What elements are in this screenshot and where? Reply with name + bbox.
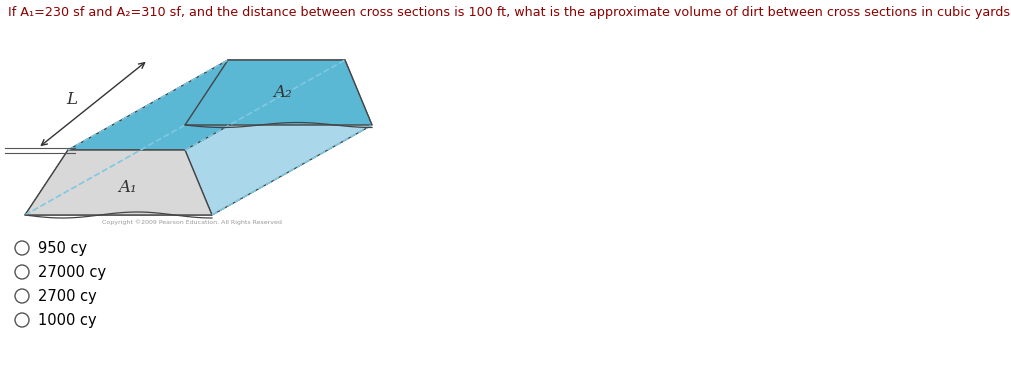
Text: 950 cy: 950 cy [38, 241, 87, 256]
Polygon shape [185, 60, 372, 215]
Polygon shape [25, 125, 372, 215]
Text: 2700 cy: 2700 cy [38, 288, 97, 303]
Polygon shape [185, 60, 372, 125]
Text: If A₁=230 sf and A₂=310 sf, and the distance between cross sections is 100 ft, w: If A₁=230 sf and A₂=310 sf, and the dist… [8, 6, 1011, 19]
Text: 27000 cy: 27000 cy [38, 264, 106, 279]
Polygon shape [68, 60, 345, 150]
Polygon shape [25, 60, 228, 215]
Text: A₁: A₁ [118, 179, 136, 196]
Polygon shape [25, 150, 212, 215]
Text: 1000 cy: 1000 cy [38, 312, 97, 327]
Text: L: L [67, 91, 78, 109]
Text: Copyright ©2009 Pearson Education. All Rights Reserved: Copyright ©2009 Pearson Education. All R… [102, 219, 282, 225]
Text: A₂: A₂ [273, 84, 292, 101]
